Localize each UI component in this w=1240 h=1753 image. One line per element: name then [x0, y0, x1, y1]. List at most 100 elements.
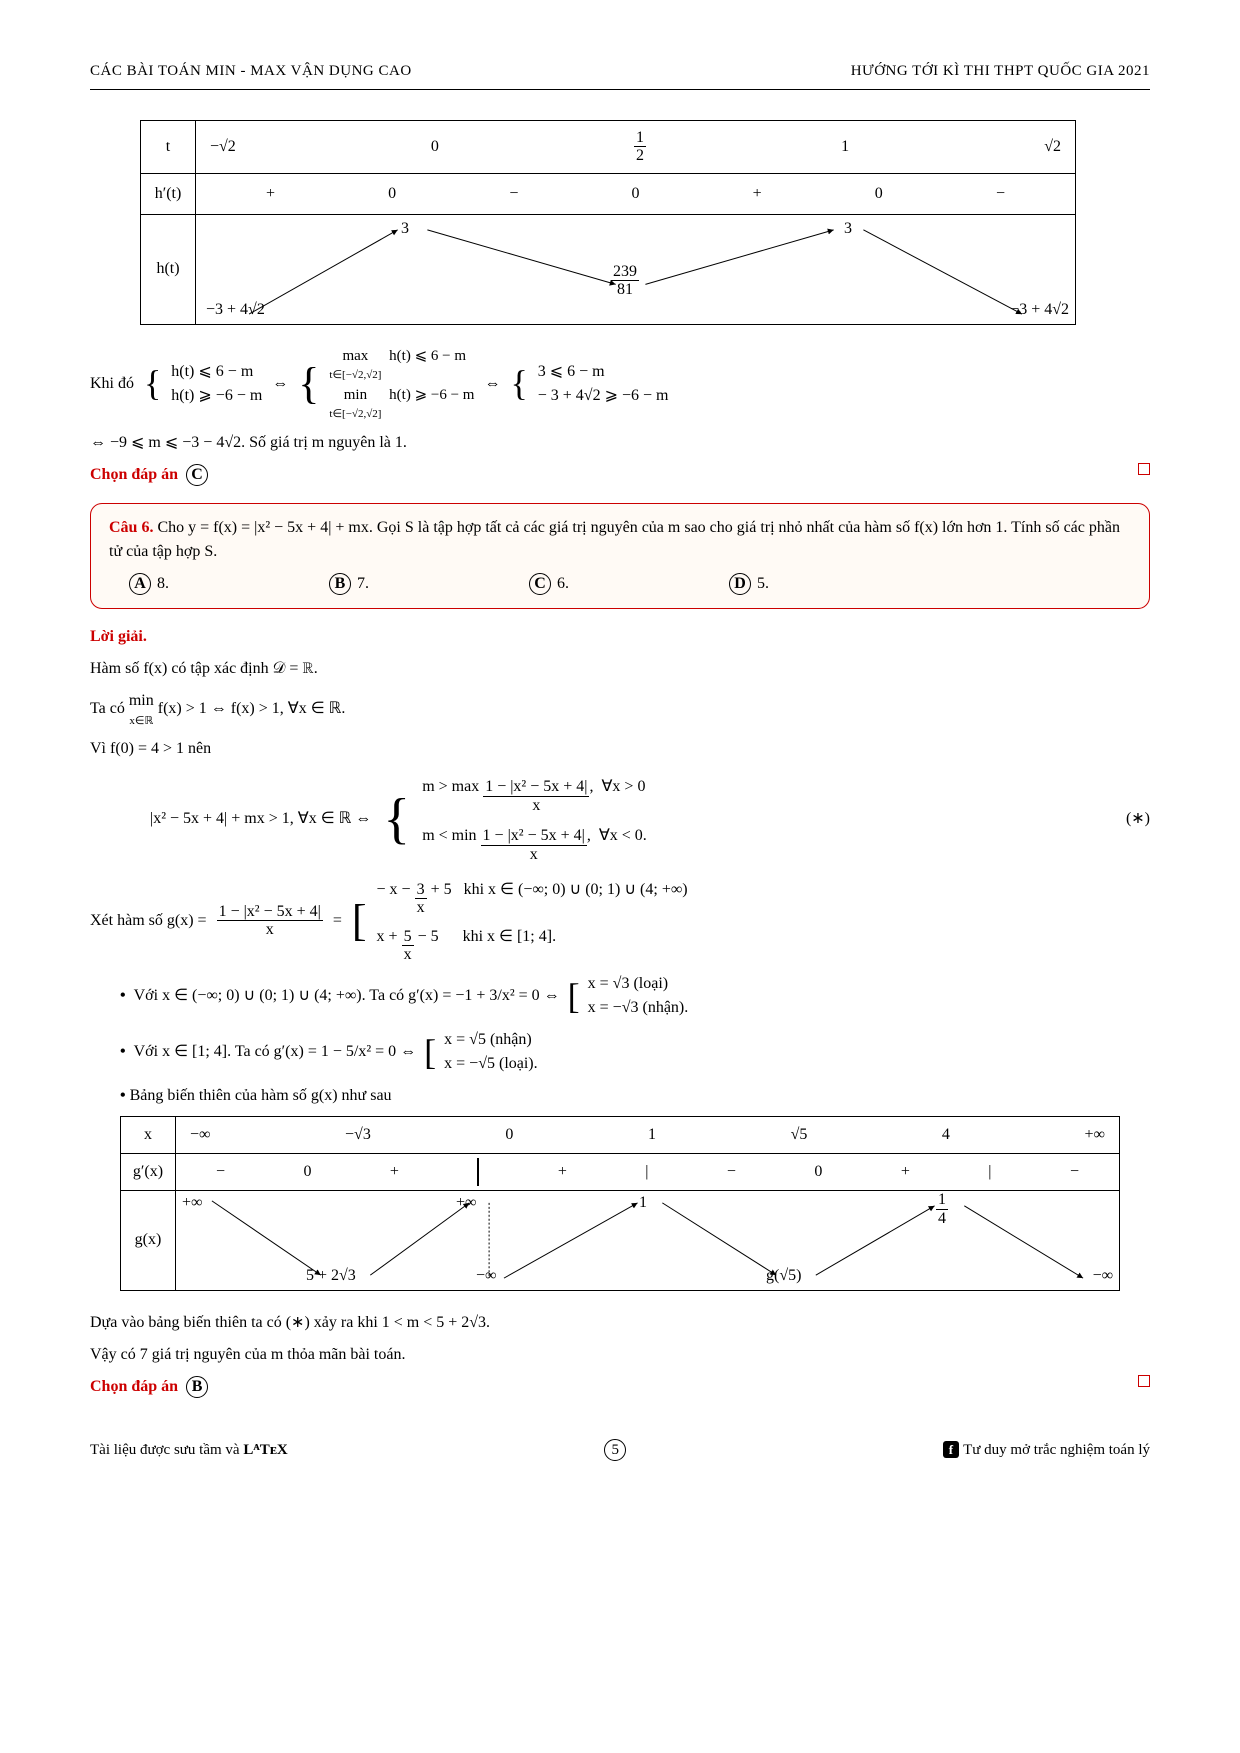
t-val: 0 — [431, 135, 439, 159]
x-val: −∞ — [190, 1123, 210, 1147]
page-number: 5 — [604, 1439, 626, 1461]
gp-sign: + — [901, 1160, 910, 1184]
g-val: +∞ — [182, 1191, 202, 1215]
b1-case1: x = √3 (loại) — [588, 972, 689, 996]
hp-sign: + — [753, 182, 762, 206]
h-val: 3 — [401, 217, 409, 241]
answer-letter: C — [186, 464, 208, 486]
footer-left: Tài liệu được sưu tầm và LᴬTᴇX — [90, 1439, 288, 1462]
sys2b: mint∈[−√2,√2] h(t) ⩾ −6 − m — [329, 384, 474, 423]
answer-letter-2: B — [186, 1376, 208, 1398]
gp-sign: 0 — [303, 1160, 311, 1184]
gp-sign: + — [390, 1160, 399, 1184]
sol-line1: Hàm số f(x) có tập xác định 𝒟 = ℝ. — [90, 657, 1150, 681]
g-val: g(√5) — [766, 1264, 801, 1288]
equiv2: ⇔ — [484, 372, 500, 396]
hp-sign: − — [996, 182, 1005, 206]
x-val: −√3 — [345, 1123, 371, 1147]
t-val: −√2 — [210, 135, 236, 159]
hprime-label: h′(t) — [141, 173, 196, 214]
hp-sign: − — [509, 182, 518, 206]
g-label: g(x) — [121, 1190, 176, 1290]
answer-label: Chọn đáp án — [90, 466, 178, 483]
hp-sign: + — [266, 182, 275, 206]
g-val: 1 — [639, 1191, 647, 1215]
eq-tag: (∗) — [1126, 807, 1150, 831]
conclusion-1: Dựa vào bảng biến thiên ta có (∗) xảy ra… — [90, 1311, 1150, 1335]
opt-a[interactable]: A8. — [129, 572, 169, 596]
bullet-3: Bảng biến thiên của hàm số g(x) như sau — [120, 1084, 1150, 1108]
t-label: t — [141, 120, 196, 173]
solution-title: Lời giải. — [90, 625, 1150, 649]
x-val: 4 — [942, 1123, 950, 1147]
khido-block: Khi đó { h(t) ⩽ 6 − m h(t) ⩾ −6 − m ⇔ { … — [90, 345, 1150, 423]
gp-sign: | — [645, 1160, 648, 1184]
g-val: +∞ — [456, 1191, 476, 1215]
gp-sign: | — [988, 1160, 991, 1184]
gx-def: Xét hàm số g(x) = 1 − |x² − 5x + 4|x = [… — [90, 878, 1150, 964]
header-right: HƯỚNG TỚI KÌ THI THPT QUỐC GIA 2021 — [851, 60, 1150, 83]
gprime-label: g′(x) — [121, 1153, 176, 1190]
h-val: 3 — [844, 217, 852, 241]
h-val: −3 + 4√2 — [206, 298, 265, 322]
b1-case2: x = −√3 (nhận). — [588, 996, 689, 1020]
g-val: 14 — [936, 1191, 948, 1227]
sys2a: maxt∈[−√2,√2] h(t) ⩽ 6 − m — [329, 345, 474, 384]
header-left: CÁC BÀI TOÁN MIN - MAX VẬN DỤNG CAO — [90, 60, 412, 83]
g-val: 5 + 2√3 — [306, 1264, 356, 1288]
page-footer: Tài liệu được sưu tầm và LᴬTᴇX 5 fTư duy… — [90, 1439, 1150, 1462]
eq-left: |x² − 5x + 4| + mx > 1, ∀x ∈ ℝ ⇔ — [150, 807, 371, 831]
gp-sign: 0 — [814, 1160, 822, 1184]
eq-case2: m < min 1 − |x² − 5x + 4|x, ∀x < 0. — [422, 824, 647, 863]
hp-sign: 0 — [388, 182, 396, 206]
t-val: 12 — [634, 129, 646, 165]
gx-piece1: − x − 3x + 5 khi x ∈ (−∞; 0) ∪ (0; 1) ∪ … — [377, 878, 688, 917]
options-row: A8. B7. C6. D5. — [109, 572, 1131, 596]
gp-sign: + — [558, 1160, 567, 1184]
gp-sign: − — [727, 1160, 736, 1184]
khido-prefix: Khi đó — [90, 372, 134, 396]
t-val: 1 — [841, 135, 849, 159]
khido-conclusion: ⇔ −9 ⩽ m ⩽ −3 − 4√2. Số giá trị m nguyên… — [90, 431, 1150, 455]
answer-1: Chọn đáp án C — [90, 463, 1150, 487]
x-val: +∞ — [1085, 1123, 1105, 1147]
sys1b: h(t) ⩾ −6 − m — [171, 384, 262, 408]
footer-right: fTư duy mở trắc nghiệm toán lý — [943, 1439, 1150, 1462]
qed-box — [1138, 463, 1150, 475]
question-number: Câu 6. — [109, 519, 153, 536]
sol-line2: Ta có minx∈ℝ f(x) > 1 ⇔ f(x) > 1, ∀x ∈ ℝ… — [90, 689, 1150, 730]
x-label: x — [121, 1116, 176, 1153]
h-val: 23981 — [611, 263, 639, 299]
b2-case2: x = −√5 (loại). — [444, 1052, 537, 1076]
x-val: 1 — [648, 1123, 656, 1147]
t-val: √2 — [1044, 135, 1061, 159]
sys3b: − 3 + 4√2 ⩾ −6 − m — [538, 384, 669, 408]
b2-case1: x = √5 (nhận) — [444, 1028, 537, 1052]
h-label: h(t) — [141, 214, 196, 324]
gp-sign: − — [1070, 1160, 1079, 1184]
gx-piece2: x + 5x − 5 khi x ∈ [1; 4]. — [377, 925, 688, 964]
equiv: ⇔ — [272, 372, 288, 396]
opt-d[interactable]: D5. — [729, 572, 769, 596]
opt-c[interactable]: C6. — [529, 572, 569, 596]
qed-box-2 — [1138, 1375, 1150, 1387]
x-val: √5 — [791, 1123, 808, 1147]
sol-line3: Vì f(0) = 4 > 1 nên — [90, 737, 1150, 761]
answer-2: Chọn đáp án B — [90, 1375, 1150, 1399]
eq-case1: m > max 1 − |x² − 5x + 4|x, ∀x > 0 — [422, 775, 647, 814]
question-text: Cho y = f(x) = |x² − 5x + 4| + mx. Gọi S… — [109, 519, 1120, 560]
page-header: CÁC BÀI TOÁN MIN - MAX VẬN DỤNG CAO HƯỚN… — [90, 60, 1150, 90]
variation-table-1: t −√2 0 12 1 √2 h′(t) + 0 − 0 + 0 − — [140, 120, 1076, 325]
hp-sign: 0 — [875, 182, 883, 206]
gp-sign: − — [216, 1160, 225, 1184]
main-equation: |x² − 5x + 4| + mx > 1, ∀x ∈ ℝ ⇔ { m > m… — [150, 775, 1150, 863]
opt-b[interactable]: B7. — [329, 572, 369, 596]
sys1a: h(t) ⩽ 6 − m — [171, 360, 262, 384]
conclusion-2: Vậy có 7 giá trị nguyên của m thỏa mãn b… — [90, 1343, 1150, 1367]
facebook-icon: f — [943, 1441, 959, 1458]
bullet-1: Với x ∈ (−∞; 0) ∪ (0; 1) ∪ (4; +∞). Ta c… — [120, 972, 1150, 1020]
g-val: −∞ — [476, 1264, 496, 1288]
sys3a: 3 ⩽ 6 − m — [538, 360, 669, 384]
h-val: −3 + 4√2 — [1010, 298, 1069, 322]
question-6-box: Câu 6. Cho y = f(x) = |x² − 5x + 4| + mx… — [90, 503, 1150, 609]
